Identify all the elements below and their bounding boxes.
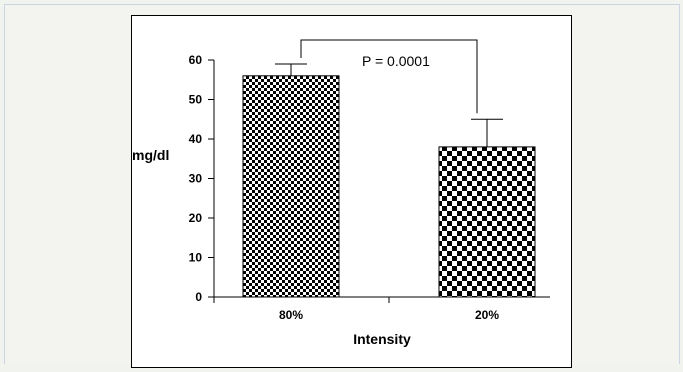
y-axis-title: mg/dl <box>132 147 169 163</box>
chart-labels: 80% 20% P = 0.0001 Intensity mg/dl <box>132 39 499 347</box>
x-category-label: 20% <box>475 308 499 322</box>
bar-20pct <box>438 146 536 298</box>
y-tick-label: 20 <box>189 211 203 225</box>
p-value-annotation: P = 0.0001 <box>362 53 430 69</box>
y-tick-label: 30 <box>189 172 203 186</box>
chart-figure: 0 10 20 30 40 50 60 80% 20% P = 0.0001 Intensity m… <box>131 15 572 368</box>
y-tick-label: 60 <box>189 53 203 67</box>
y-tick-label: 10 <box>189 251 203 265</box>
y-tick-label: 0 <box>195 290 202 304</box>
bar-80pct <box>242 75 340 298</box>
significance-bracket <box>300 39 478 114</box>
y-tick-label: 50 <box>189 93 203 107</box>
x-category-label: 80% <box>279 308 303 322</box>
chart-bars <box>242 63 536 298</box>
x-axis-title: Intensity <box>353 331 411 347</box>
y-tick-label: 40 <box>189 132 203 146</box>
bar-chart: 0 10 20 30 40 50 60 80% 20% P = 0.0001 Intensity m… <box>132 39 550 347</box>
